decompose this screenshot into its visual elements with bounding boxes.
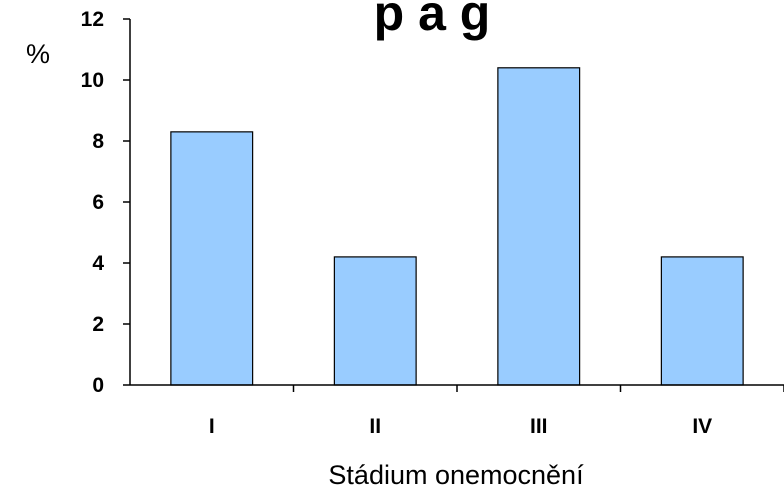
y-tick-label: 10: [81, 69, 104, 92]
x-tick-label: III: [530, 415, 548, 438]
bars-group: [170, 67, 744, 386]
x-axis-label: Stádium onemocnění: [328, 460, 584, 490]
bar-i: [170, 131, 254, 386]
bar-iv: [660, 256, 744, 386]
x-tick-label: I: [209, 415, 215, 438]
y-tick-label: 12: [81, 8, 104, 31]
y-tick-label: 6: [92, 191, 104, 214]
chart-title: p a g: [374, 0, 491, 41]
y-tick-label: 0: [92, 374, 104, 397]
x-axis-ticks: I II III IV: [209, 385, 784, 438]
y-axis-ticks: 0 2 4 6 8 10 12: [81, 8, 130, 397]
y-tick-label: 2: [92, 313, 104, 336]
bar-ii: [333, 256, 417, 386]
x-tick-label: IV: [692, 415, 712, 438]
bar-iii: [497, 67, 581, 386]
x-tick-label: II: [369, 415, 381, 438]
y-axis-label: %: [26, 39, 50, 69]
y-tick-label: 4: [92, 252, 104, 275]
y-tick-label: 8: [92, 130, 104, 153]
